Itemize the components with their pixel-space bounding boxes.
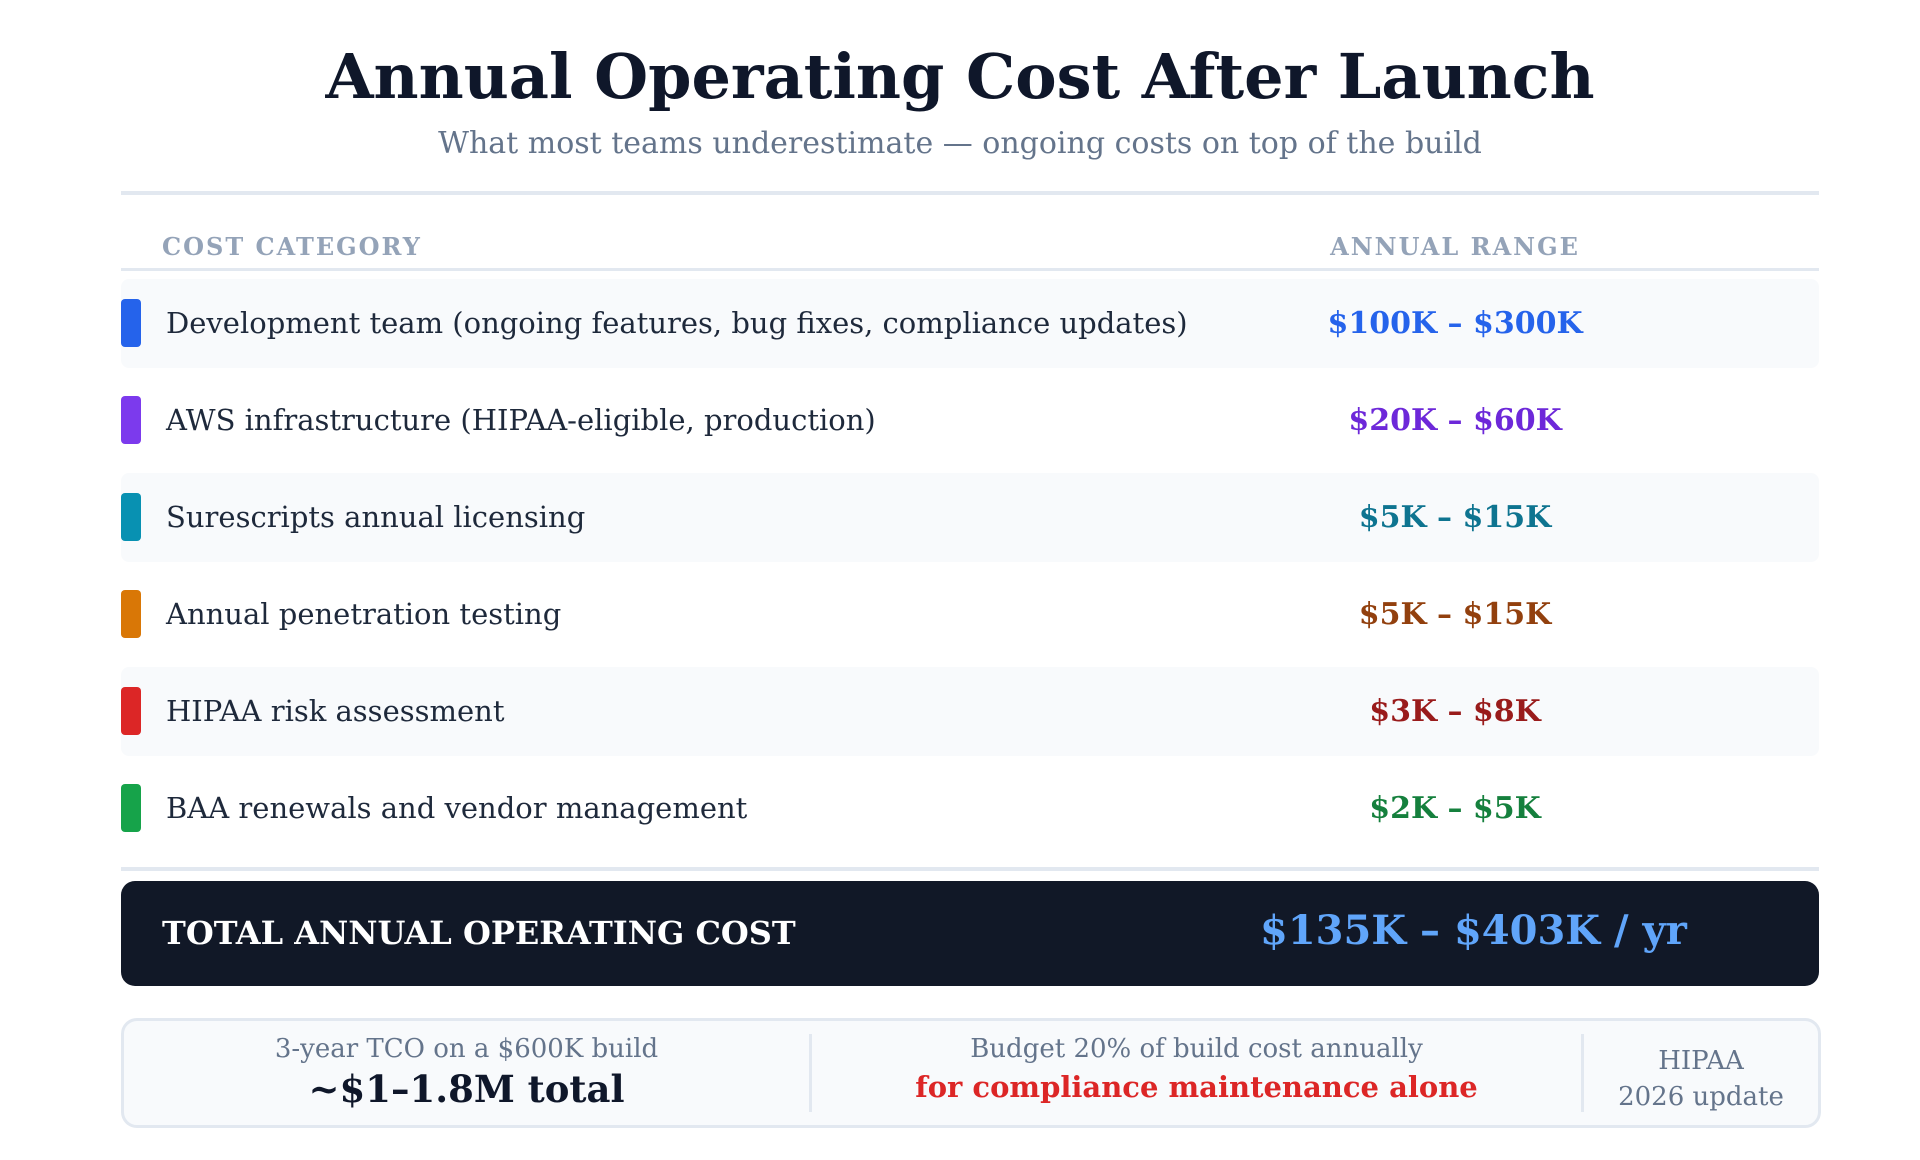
total-cost-label: TOTAL ANNUAL OPERATING COST: [162, 914, 796, 952]
top-divider: [121, 191, 1819, 195]
column-header-category: COST CATEGORY: [162, 232, 422, 261]
budget-callout: Budget 20% of build cost annually for co…: [812, 1021, 1581, 1125]
cost-category-label: Development team (ongoing features, bug …: [166, 306, 1188, 340]
category-color-chip: [121, 784, 141, 832]
cost-category-label: AWS infrastructure (HIPAA-eligible, prod…: [166, 403, 876, 437]
cost-table: Development team (ongoing features, bug …: [121, 279, 1819, 861]
budget-note: for compliance maintenance alone: [915, 1070, 1478, 1104]
total-cost-value: $135K – $403K / yr: [1260, 907, 1687, 954]
cost-range-value: $20K – $60K: [1348, 403, 1562, 438]
cost-row: BAA renewals and vendor management $2K –…: [121, 764, 1819, 853]
column-header-range: ANNUAL RANGE: [1330, 232, 1580, 261]
category-color-chip: [121, 493, 141, 541]
total-cost-banner: TOTAL ANNUAL OPERATING COST $135K – $403…: [121, 881, 1819, 986]
footer-divider: [1581, 1034, 1584, 1112]
hipaa-label: HIPAA: [1658, 1046, 1744, 1076]
hipaa-update-label: 2026 update: [1618, 1082, 1784, 1112]
cost-category-label: HIPAA risk assessment: [166, 694, 505, 728]
budget-caption: Budget 20% of build cost annually: [970, 1034, 1423, 1064]
category-color-chip: [121, 299, 141, 347]
footer-summary-box: 3-year TCO on a $600K build ~$1–1.8M tot…: [121, 1018, 1821, 1128]
cost-row: HIPAA risk assessment $3K – $8K: [121, 667, 1819, 756]
footer-divider: [809, 1034, 812, 1112]
tco-callout: 3-year TCO on a $600K build ~$1–1.8M tot…: [124, 1021, 809, 1125]
cost-range-value: $5K – $15K: [1358, 597, 1552, 632]
category-color-chip: [121, 590, 141, 638]
cost-range-value: $2K – $5K: [1369, 791, 1541, 826]
cost-range-value: $3K – $8K: [1369, 694, 1541, 729]
hipaa-callout: HIPAA 2026 update: [1584, 1021, 1818, 1125]
page-subtitle: What most teams underestimate — ongoing …: [438, 126, 1482, 161]
cost-row: AWS infrastructure (HIPAA-eligible, prod…: [121, 376, 1819, 465]
cost-row: Development team (ongoing features, bug …: [121, 279, 1819, 368]
tco-value: ~$1–1.8M total: [308, 1067, 625, 1111]
cost-category-label: Surescripts annual licensing: [166, 500, 586, 534]
cost-category-label: Annual penetration testing: [166, 597, 562, 631]
tco-caption: 3-year TCO on a $600K build: [274, 1034, 659, 1064]
category-color-chip: [121, 396, 141, 444]
header-divider: [121, 268, 1819, 271]
table-bottom-divider: [121, 867, 1819, 871]
cost-row: Surescripts annual licensing $5K – $15K: [121, 473, 1819, 562]
category-color-chip: [121, 687, 141, 735]
cost-range-value: $100K – $300K: [1327, 306, 1583, 341]
cost-range-value: $5K – $15K: [1358, 500, 1552, 535]
cost-row: Annual penetration testing $5K – $15K: [121, 570, 1819, 659]
page-title: Annual Operating Cost After Launch: [325, 40, 1595, 113]
cost-category-label: BAA renewals and vendor management: [166, 791, 748, 825]
